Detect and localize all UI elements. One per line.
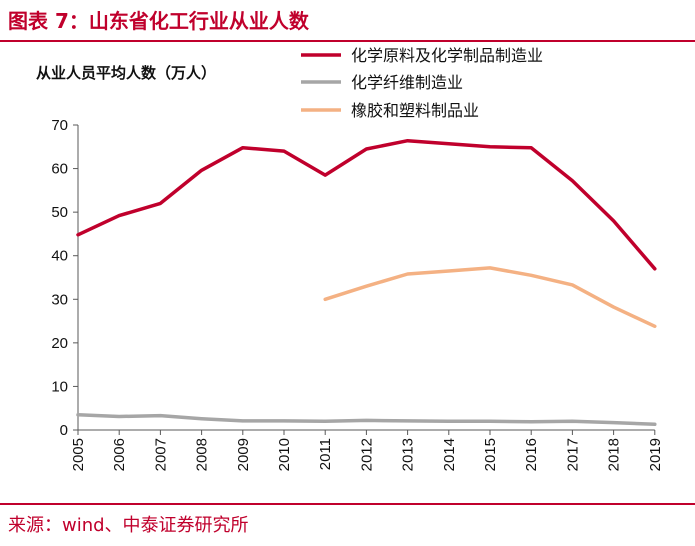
series-layer <box>76 138 657 427</box>
figure-title: 图表 7：山东省化工行业从业人数 <box>8 9 309 33</box>
series-line-3 <box>323 266 657 329</box>
y-tick-label: 20 <box>51 335 68 352</box>
y-tick-label: 70 <box>51 117 68 134</box>
x-tick-label: 2015 <box>482 438 499 471</box>
x-tick-label: 2007 <box>152 438 169 471</box>
series-line-2 <box>76 413 657 427</box>
x-tick-label: 2012 <box>358 438 375 471</box>
y-tick-label: 30 <box>51 291 68 308</box>
x-tick-label: 2014 <box>441 438 458 471</box>
title-rule <box>0 40 695 42</box>
series-line-1 <box>76 138 657 271</box>
x-tick-label: 2005 <box>70 438 87 471</box>
y-axis-unit-label: 从业人员平均人数（万人） <box>36 64 216 82</box>
y-tick-label: 40 <box>51 248 68 265</box>
source-note: 来源：wind、中泰证券研究所 <box>8 515 249 536</box>
x-tick-label: 2013 <box>400 438 417 471</box>
x-tick-label: 2010 <box>276 438 293 471</box>
y-tick-label: 60 <box>51 161 68 178</box>
legend-label-1: 化学原料及化学制品制造业 <box>351 46 543 65</box>
chart-axes: 0 10 20 30 40 50 60 70 2005 2006 2007 2008 2009 2010 2… <box>51 117 663 471</box>
x-tick-label: 2008 <box>194 438 211 471</box>
y-tick-label: 0 <box>60 422 68 439</box>
legend-label-2: 化学纤维制造业 <box>351 73 463 92</box>
x-tick-label: 2006 <box>111 438 128 471</box>
x-tick-label: 2017 <box>564 438 581 471</box>
x-tick-label: 2016 <box>523 438 540 471</box>
y-tick-label: 50 <box>51 204 68 221</box>
legend-label-3: 橡胶和塑料制品业 <box>351 101 479 120</box>
x-tick-label: 2009 <box>235 438 252 471</box>
y-tick-label: 10 <box>51 378 68 395</box>
source-rule <box>0 503 695 505</box>
x-tick-label: 2019 <box>647 438 664 471</box>
x-tick-label: 2011 <box>317 438 334 470</box>
x-tick-label: 2018 <box>606 438 623 471</box>
